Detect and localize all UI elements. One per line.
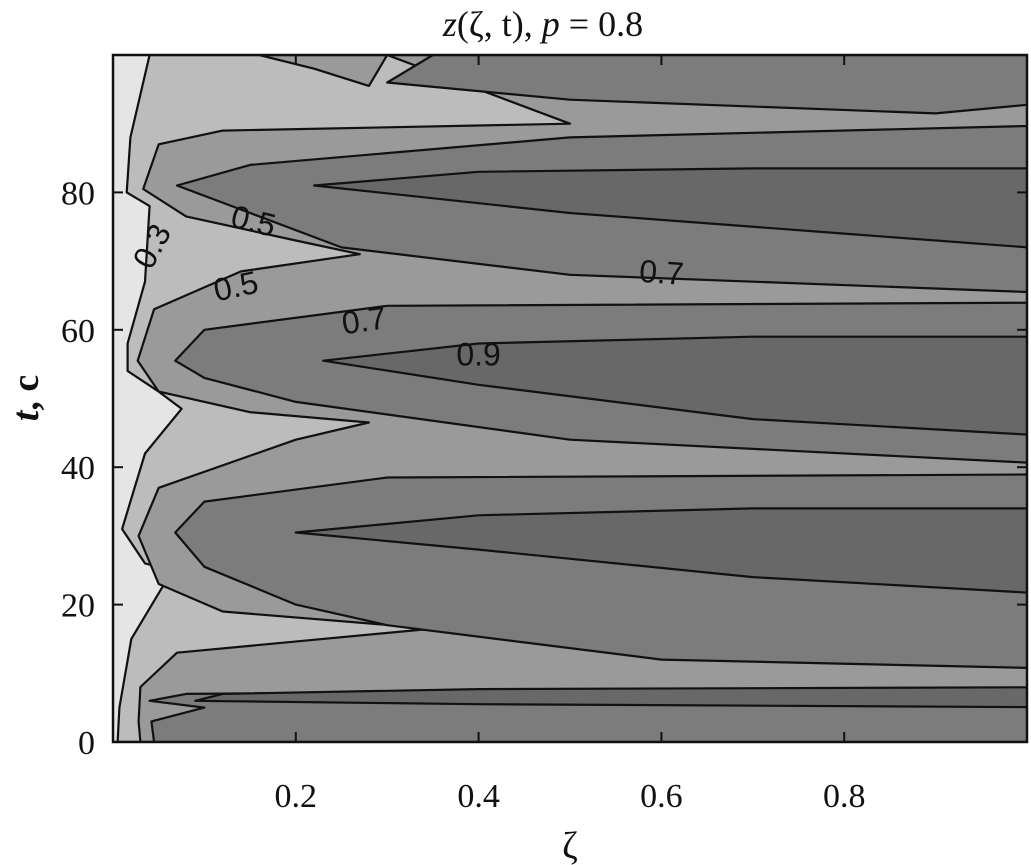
x-tick-label: 0.8 [823,778,866,815]
title-eq: = 0.8 [560,4,643,44]
contour-band-above-0.9-d [194,686,1027,709]
x-tick-label: 0.2 [275,778,318,815]
x-tick-label: 0.4 [457,778,500,815]
y-tick-label: 0 [78,725,95,762]
contour-band-above-0.9-a [294,507,1027,594]
plot-frame [111,53,1029,744]
contour-band-above-0.9-b [322,335,1027,436]
y-axis-label: t, c [5,375,47,421]
title-func: z [442,4,457,44]
x-axis-label: ζ [562,825,578,865]
axis-ticks: 0.2 0.4 0.6 0.8 0 20 40 60 80 [61,55,1027,815]
x-tick-label: 0.6 [640,778,683,815]
contour-bands [116,55,1027,742]
contour-label: 0.7 [638,253,685,292]
y-tick-label: 60 [61,313,95,350]
title-param: p [539,4,560,44]
title-args: (ζ, t), [457,4,542,44]
contour-band-above-0.9-c [313,167,1027,249]
y-axis-label-var: t [5,409,47,421]
y-tick-label: 40 [61,450,95,487]
y-tick-label: 20 [61,588,95,625]
chart-title: z(ζ, t), p = 0.8 [442,4,643,44]
y-tick-label: 80 [61,175,95,212]
plot-area [113,55,1027,742]
contour-label: 0.9 [456,337,500,373]
contour-label: 0.7 [339,299,388,341]
y-axis-label-unit: , c [5,375,47,411]
